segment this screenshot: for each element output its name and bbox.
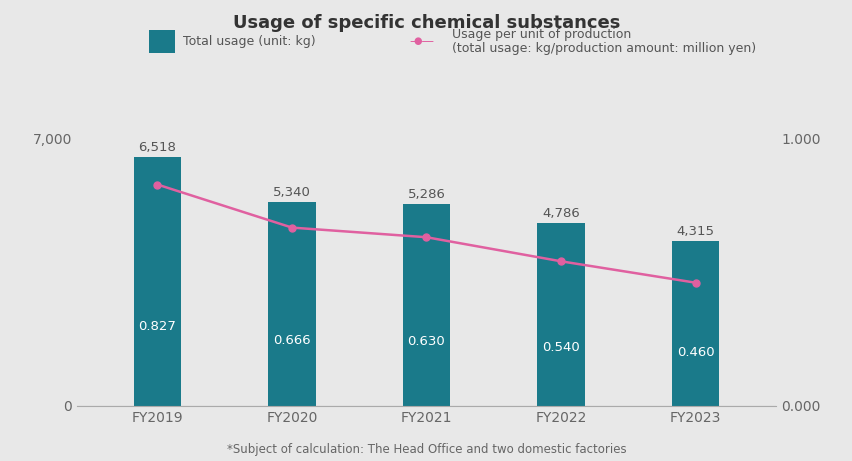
Text: 0.460: 0.460: [676, 346, 713, 360]
Text: Usage of specific chemical substances: Usage of specific chemical substances: [233, 14, 619, 32]
Text: 5,286: 5,286: [407, 188, 445, 201]
Text: 0.827: 0.827: [138, 319, 176, 332]
Text: Total usage (unit: kg): Total usage (unit: kg): [183, 35, 315, 48]
Text: *Subject of calculation: The Head Office and two domestic factories: *Subject of calculation: The Head Office…: [227, 443, 625, 456]
Text: 0.666: 0.666: [273, 334, 310, 347]
Text: (total usage: kg/production amount: million yen): (total usage: kg/production amount: mill…: [452, 42, 756, 55]
Text: ●: ●: [413, 36, 422, 47]
Text: 5,340: 5,340: [273, 186, 311, 199]
Text: 4,315: 4,315: [676, 225, 714, 238]
Text: 0.630: 0.630: [407, 335, 445, 348]
Bar: [537, 223, 584, 406]
Text: 0.540: 0.540: [542, 341, 579, 354]
Bar: [671, 241, 718, 406]
Bar: [268, 202, 315, 406]
Text: 4,786: 4,786: [542, 207, 579, 220]
Text: ——: ——: [409, 35, 434, 48]
Text: 6,518: 6,518: [138, 141, 176, 154]
Bar: [134, 157, 181, 406]
Text: Usage per unit of production: Usage per unit of production: [452, 28, 630, 41]
Bar: [402, 204, 450, 406]
